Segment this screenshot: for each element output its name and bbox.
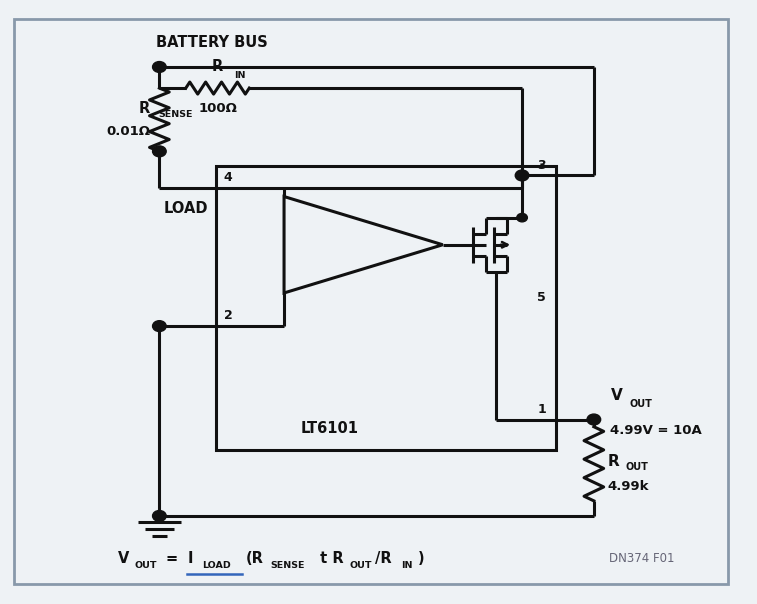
Text: V: V bbox=[118, 551, 129, 565]
Text: (R: (R bbox=[245, 551, 263, 565]
Text: LOAD: LOAD bbox=[201, 561, 230, 570]
Text: R: R bbox=[607, 454, 619, 469]
Circle shape bbox=[153, 146, 167, 157]
Text: OUT: OUT bbox=[629, 399, 653, 409]
Text: SENSE: SENSE bbox=[270, 561, 305, 570]
Text: R: R bbox=[139, 101, 151, 117]
Circle shape bbox=[153, 321, 167, 332]
Text: /R: /R bbox=[375, 551, 392, 565]
Text: LT6101: LT6101 bbox=[301, 422, 358, 436]
Text: 4: 4 bbox=[223, 171, 232, 184]
Text: IN: IN bbox=[401, 561, 413, 570]
Circle shape bbox=[153, 510, 167, 521]
Text: 2: 2 bbox=[223, 309, 232, 323]
Text: 1: 1 bbox=[537, 403, 547, 416]
Text: 3: 3 bbox=[537, 159, 547, 172]
Text: OUT: OUT bbox=[350, 561, 372, 570]
Text: 4.99k: 4.99k bbox=[607, 480, 649, 493]
Text: LOAD: LOAD bbox=[164, 201, 207, 216]
Text: BATTERY BUS: BATTERY BUS bbox=[156, 35, 267, 50]
Text: OUT: OUT bbox=[135, 561, 157, 570]
Text: ): ) bbox=[418, 551, 425, 565]
Text: IN: IN bbox=[234, 71, 246, 80]
Circle shape bbox=[516, 170, 529, 181]
Circle shape bbox=[587, 414, 600, 425]
Text: DN374 F01: DN374 F01 bbox=[609, 551, 674, 565]
Text: 4.99V = 10A: 4.99V = 10A bbox=[610, 425, 702, 437]
Text: I: I bbox=[188, 551, 194, 565]
Text: R: R bbox=[212, 59, 223, 74]
Text: t R: t R bbox=[315, 551, 344, 565]
Circle shape bbox=[153, 62, 167, 72]
Text: =: = bbox=[166, 551, 178, 565]
Bar bbox=[216, 167, 556, 449]
Text: V: V bbox=[610, 388, 622, 403]
Circle shape bbox=[517, 213, 528, 222]
Text: 0.01Ω: 0.01Ω bbox=[106, 125, 151, 138]
Text: 5: 5 bbox=[537, 291, 547, 304]
Text: SENSE: SENSE bbox=[159, 111, 193, 120]
Text: 100Ω: 100Ω bbox=[198, 102, 237, 115]
Text: OUT: OUT bbox=[625, 462, 649, 472]
